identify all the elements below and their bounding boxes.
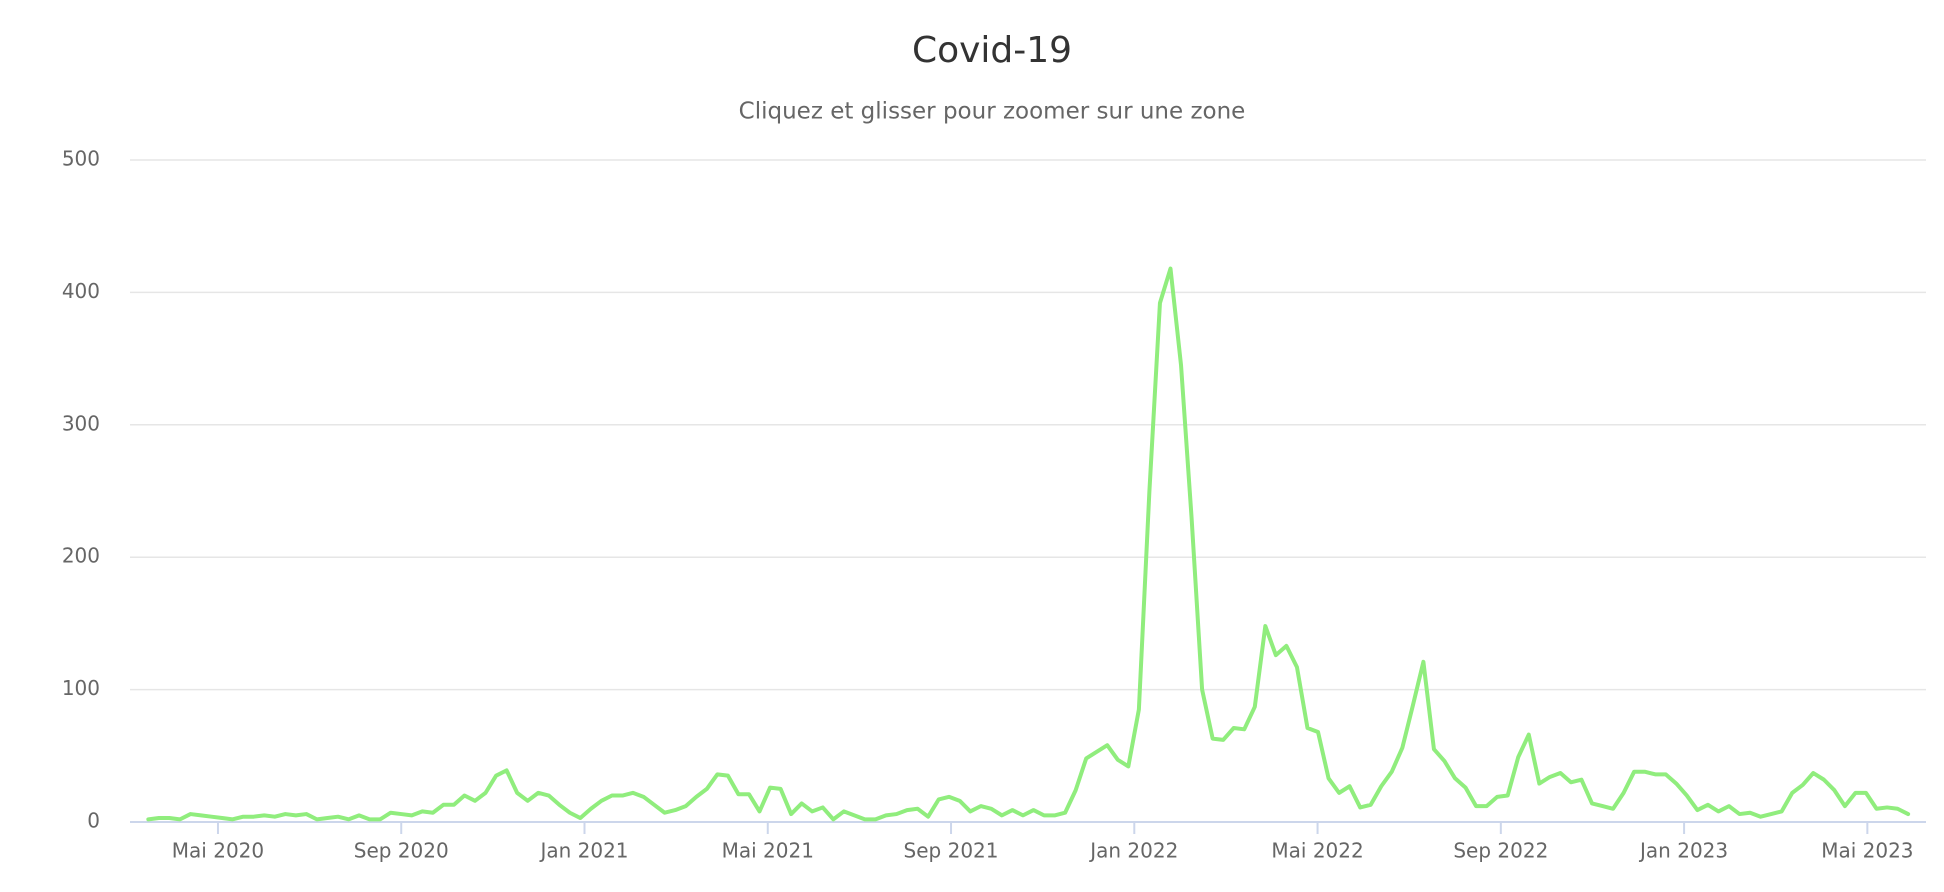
x-tick-label: Sep 2021 bbox=[904, 839, 999, 863]
chart-subtitle: Cliquez et glisser pour zoomer sur une z… bbox=[739, 99, 1246, 125]
chart-title: Covid-19 bbox=[912, 30, 1072, 71]
x-tick-label: Mai 2023 bbox=[1821, 839, 1913, 863]
x-tick-label: Sep 2022 bbox=[1453, 839, 1548, 863]
x-tick-label: Mai 2021 bbox=[722, 839, 814, 863]
y-tick-label: 0 bbox=[87, 809, 100, 833]
y-tick-label: 100 bbox=[62, 676, 100, 700]
x-tick-label: Jan 2023 bbox=[1638, 839, 1728, 863]
y-tick-label: 200 bbox=[62, 544, 100, 568]
data-line bbox=[146, 266, 1911, 822]
x-tick-label: Mai 2020 bbox=[172, 839, 264, 863]
x-tick-label: Jan 2022 bbox=[1088, 839, 1178, 863]
x-tick-label: Mai 2022 bbox=[1271, 839, 1363, 863]
x-tick-label: Sep 2020 bbox=[354, 839, 449, 863]
y-tick-label: 500 bbox=[62, 147, 100, 171]
y-tick-label: 400 bbox=[62, 279, 100, 303]
y-tick-label: 300 bbox=[62, 411, 100, 435]
x-tick-label: Jan 2021 bbox=[538, 839, 628, 863]
